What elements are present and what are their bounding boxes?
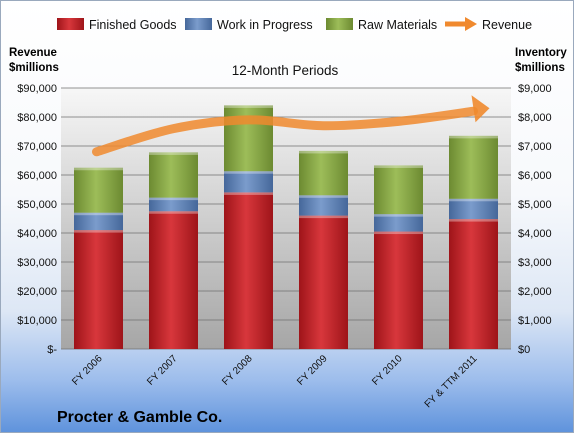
left-tick-label: $70,000 <box>17 141 57 153</box>
left-tick-label: $50,000 <box>17 199 57 211</box>
bar-raw-materials-fy-ttm-2011 <box>449 136 498 199</box>
x-tick-label: FY 2008 <box>220 353 255 388</box>
x-tick-label: FY 2010 <box>370 353 405 388</box>
bar-raw-materials-fy-2010 <box>374 165 423 214</box>
bar-highlight <box>374 214 423 217</box>
bar-highlight <box>299 195 348 198</box>
bar-highlight <box>149 152 198 155</box>
left-tick-label: $90,000 <box>17 83 57 95</box>
left-axis-title-line1: Revenue <box>9 47 57 59</box>
bar-highlight <box>299 151 348 154</box>
right-axis-title-line2: $millions <box>515 62 565 74</box>
company-name: Procter & Gamble Co. <box>57 409 222 426</box>
bar-highlight <box>449 199 498 202</box>
x-tick-label: FY & TTM 2011 <box>423 353 480 410</box>
legend-label-revenue: Revenue <box>482 18 532 32</box>
bar-finished-goods-fy-ttm-2011 <box>449 219 498 349</box>
right-tick-label: $4,000 <box>518 228 552 240</box>
x-tick-label: FY 2009 <box>295 353 330 388</box>
bar-highlight <box>224 171 273 174</box>
right-tick-label: $3,000 <box>518 257 552 269</box>
bar-highlight <box>449 136 498 139</box>
right-tick-label: $1,000 <box>518 315 552 327</box>
bar-raw-materials-fy-2009 <box>299 151 348 195</box>
right-axis-ticks: $0 $1,000 $2,000 $3,000 $4,000 $5,000 $6,000 $7… <box>518 83 552 356</box>
left-axis-ticks: $- $10,000 $20,000 $30,000 $40,000 $50,000 $60… <box>17 83 57 356</box>
left-axis-title-line2: $millions <box>9 62 59 74</box>
bar-highlight <box>74 213 123 216</box>
bar-highlight <box>374 232 423 235</box>
bar-highlight <box>149 198 198 201</box>
bar-raw-materials-fy-2007 <box>149 152 198 197</box>
left-tick-label: $10,000 <box>17 315 57 327</box>
left-tick-label: $- <box>47 344 57 356</box>
bar-highlight <box>74 230 123 233</box>
bar-finished-goods-fy-2006 <box>74 230 123 349</box>
legend-label-finished-goods: Finished Goods <box>89 18 177 32</box>
bar-highlight <box>224 105 273 108</box>
legend-label-raw-materials: Raw Materials <box>358 18 437 32</box>
left-tick-label: $60,000 <box>17 170 57 182</box>
chart-subtitle: 12-Month Periods <box>232 63 339 78</box>
left-tick-label: $40,000 <box>17 228 57 240</box>
left-tick-label: $80,000 <box>17 112 57 124</box>
bar-raw-materials-fy-2008 <box>224 105 273 171</box>
bar-highlight <box>449 219 498 222</box>
bar-finished-goods-fy-2008 <box>224 192 273 349</box>
legend-swatch-finished-goods <box>57 18 84 30</box>
right-axis-title-line1: Inventory <box>515 47 567 59</box>
right-tick-label: $6,000 <box>518 170 552 182</box>
right-tick-label: $2,000 <box>518 286 552 298</box>
bar-work-in-progress-fy-2009 <box>299 195 348 215</box>
left-tick-label: $30,000 <box>17 257 57 269</box>
legend: Finished Goods Work in Progress Raw Mate… <box>57 17 532 32</box>
x-tick-label: FY 2006 <box>70 353 105 388</box>
bar-highlight <box>149 211 198 214</box>
bar-highlight <box>74 168 123 171</box>
bar-highlight <box>299 216 348 219</box>
legend-swatch-work-in-progress <box>185 18 212 30</box>
right-tick-label: $7,000 <box>518 141 552 153</box>
left-tick-label: $20,000 <box>17 286 57 298</box>
bar-finished-goods-fy-2009 <box>299 216 348 349</box>
right-tick-label: $8,000 <box>518 112 552 124</box>
x-axis-ticks: FY 2006 FY 2007 FY 2008 FY 2009 FY 2010 FY & … <box>70 353 480 410</box>
bar-highlight <box>224 192 273 195</box>
legend-swatch-revenue <box>445 17 477 31</box>
right-tick-label: $5,000 <box>518 199 552 211</box>
bar-raw-materials-fy-2006 <box>74 168 123 213</box>
bar-work-in-progress-fy-2006 <box>74 213 123 230</box>
bar-finished-goods-fy-2007 <box>149 211 198 349</box>
legend-label-work-in-progress: Work in Progress <box>217 18 313 32</box>
bar-work-in-progress-fy-ttm-2011 <box>449 199 498 219</box>
bar-finished-goods-fy-2010 <box>374 232 423 349</box>
legend-swatch-raw-materials <box>326 18 353 30</box>
bar-highlight <box>374 165 423 168</box>
plot-area <box>61 88 511 349</box>
right-tick-label: $0 <box>518 344 530 356</box>
right-tick-label: $9,000 <box>518 83 552 95</box>
bar-work-in-progress-fy-2008 <box>224 171 273 192</box>
x-tick-label: FY 2007 <box>145 353 180 388</box>
bar-work-in-progress-fy-2010 <box>374 214 423 231</box>
